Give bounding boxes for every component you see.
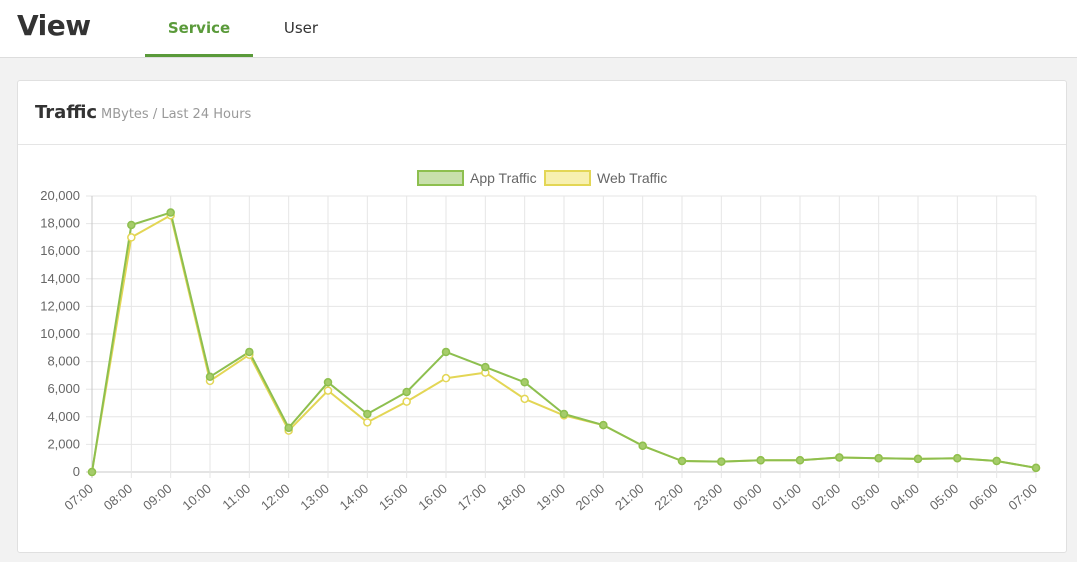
panel-subtitle: MBytes / Last 24 Hours [101, 107, 252, 122]
app-traffic-point [205, 372, 215, 382]
legend-web-traffic-swatch [544, 170, 591, 186]
y-tick-label: 14,000 [40, 271, 80, 286]
web-traffic-point [363, 418, 372, 427]
app-traffic-point [953, 453, 962, 463]
app-traffic-point [127, 220, 136, 230]
x-tick-label: 07:00 [1005, 481, 1040, 513]
app-traffic-point [245, 347, 254, 357]
app-traffic-point [913, 454, 923, 464]
app-traffic-point [323, 378, 333, 387]
x-tick-label: 17:00 [455, 481, 490, 513]
app-traffic-point [559, 409, 569, 419]
app-traffic-point [166, 208, 175, 217]
x-tick-label: 06:00 [966, 481, 1001, 513]
y-tick-label: 6,000 [47, 381, 80, 396]
app-traffic-point [677, 456, 687, 466]
web-traffic-point [441, 373, 451, 383]
y-tick-label: 8,000 [47, 354, 80, 369]
x-tick-label: 03:00 [848, 481, 883, 513]
app-traffic-point [795, 456, 805, 465]
app-traffic-point [441, 347, 451, 357]
y-tick-label: 0 [73, 464, 80, 479]
legend-web-traffic-label: Web Traffic [597, 170, 667, 186]
x-tick-label: 01:00 [769, 481, 804, 513]
x-tick-label: 20:00 [573, 481, 608, 513]
x-tick-label: 22:00 [651, 481, 686, 513]
legend-app-traffic-label: App Traffic [470, 170, 537, 186]
x-tick-label: 09:00 [140, 481, 175, 513]
chart-axes: 0 2,000 4,000 6,000 8,000 10,000 12,000 14,000 1… [40, 188, 1040, 513]
app-traffic-point [284, 423, 293, 433]
tab-user[interactable]: User [283, 19, 319, 37]
app-traffic-point [87, 467, 97, 477]
app-traffic-point [520, 378, 529, 387]
web-traffic-point [402, 397, 411, 406]
x-tick-label: 21:00 [612, 481, 647, 513]
panel-title: Traffic [35, 102, 98, 123]
app-traffic-point [717, 457, 726, 466]
y-tick-label: 4,000 [47, 409, 80, 424]
x-tick-label: 23:00 [691, 481, 726, 513]
app-traffic-point [835, 453, 844, 462]
x-tick-label: 05:00 [927, 481, 962, 513]
x-tick-label: 19:00 [533, 481, 568, 513]
chart-series [87, 208, 1041, 477]
x-tick-label: 13:00 [297, 481, 332, 513]
legend-app-traffic-swatch [417, 170, 464, 186]
app-traffic-point [756, 456, 765, 465]
app-traffic-point [599, 420, 608, 430]
x-tick-label: 14:00 [337, 481, 372, 513]
chart-grid [86, 195, 1037, 478]
y-tick-label: 18,000 [40, 216, 80, 231]
y-tick-label: 12,000 [40, 298, 80, 313]
app-traffic-point [1031, 463, 1041, 473]
web-traffic-point [323, 386, 333, 395]
app-traffic-point [992, 456, 1001, 466]
panel-header: Traffic MBytes / Last 24 Hours [18, 81, 1066, 145]
x-tick-label: 08:00 [101, 481, 136, 513]
app-traffic-point [874, 453, 883, 463]
app-traffic-point [402, 387, 411, 397]
x-tick-label: 04:00 [887, 481, 922, 513]
x-tick-label: 02:00 [809, 481, 844, 513]
app-traffic-point [363, 409, 372, 419]
x-tick-label: 12:00 [258, 481, 293, 513]
x-tick-label: 00:00 [730, 481, 765, 513]
app-traffic-point [481, 362, 490, 372]
top-bar: View Service User [0, 0, 1077, 58]
chart-legend: App Traffic Web Traffic [417, 170, 667, 186]
web-traffic-point [127, 233, 136, 242]
y-tick-label: 2,000 [47, 436, 80, 451]
traffic-panel: Traffic MBytes / Last 24 Hours [17, 80, 1067, 553]
x-tick-label: 10:00 [179, 481, 214, 513]
app-traffic-point [638, 441, 647, 451]
x-tick-label: 18:00 [494, 481, 529, 513]
x-tick-label: 07:00 [61, 481, 96, 513]
page-title: View [17, 9, 91, 42]
x-tick-label: 16:00 [415, 481, 450, 513]
tab-service[interactable]: Service [145, 0, 253, 57]
y-tick-label: 16,000 [40, 243, 80, 258]
web-traffic-point [520, 394, 529, 404]
x-tick-label: 15:00 [376, 481, 411, 513]
y-tick-label: 10,000 [40, 326, 80, 341]
x-tick-label: 11:00 [219, 481, 253, 513]
y-tick-label: 20,000 [40, 188, 80, 203]
